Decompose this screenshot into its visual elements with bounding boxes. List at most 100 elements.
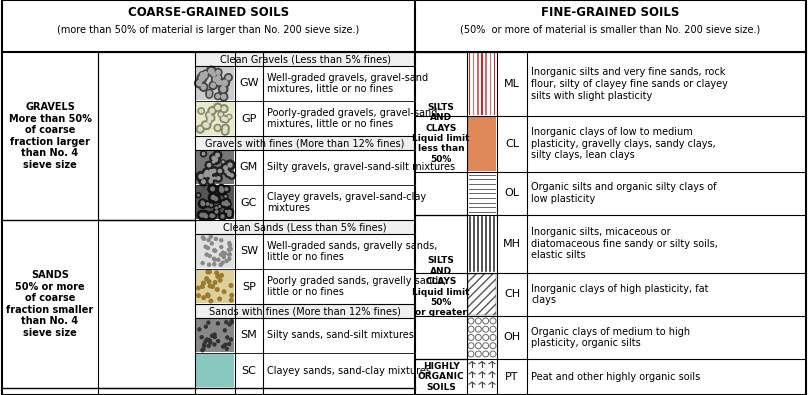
Circle shape <box>200 76 204 81</box>
Text: PT: PT <box>505 372 519 382</box>
Circle shape <box>216 153 219 157</box>
Circle shape <box>213 335 217 339</box>
Circle shape <box>230 293 234 297</box>
Circle shape <box>204 75 207 78</box>
Circle shape <box>225 336 229 339</box>
Circle shape <box>212 73 215 76</box>
Circle shape <box>216 105 220 109</box>
Circle shape <box>228 242 231 245</box>
Circle shape <box>225 188 228 190</box>
Circle shape <box>222 290 226 293</box>
Bar <box>196 235 234 268</box>
Circle shape <box>197 73 207 83</box>
Circle shape <box>213 77 217 81</box>
Circle shape <box>213 258 217 261</box>
Circle shape <box>229 338 233 341</box>
Text: Clayey gravels, gravel-sand-clay
mixtures: Clayey gravels, gravel-sand-clay mixture… <box>267 192 426 213</box>
Circle shape <box>204 277 208 280</box>
Text: Clayey sands, sand-clay mixtures: Clayey sands, sand-clay mixtures <box>267 365 431 376</box>
Circle shape <box>204 173 206 176</box>
Circle shape <box>222 198 230 206</box>
Circle shape <box>213 158 217 162</box>
Circle shape <box>214 124 221 132</box>
Circle shape <box>219 263 222 266</box>
Circle shape <box>230 321 234 324</box>
Circle shape <box>202 296 205 299</box>
Circle shape <box>208 211 217 220</box>
Circle shape <box>228 253 231 256</box>
Text: CL: CL <box>505 139 519 149</box>
Circle shape <box>213 257 216 260</box>
Circle shape <box>210 214 213 218</box>
Circle shape <box>202 171 210 179</box>
Circle shape <box>222 80 227 86</box>
Circle shape <box>221 261 225 264</box>
Circle shape <box>201 236 204 239</box>
Circle shape <box>225 160 235 170</box>
Bar <box>196 186 234 219</box>
Text: SW: SW <box>240 246 258 256</box>
Circle shape <box>222 117 229 123</box>
Circle shape <box>228 248 230 251</box>
Circle shape <box>209 154 218 162</box>
Circle shape <box>200 109 203 113</box>
Circle shape <box>224 343 227 346</box>
Circle shape <box>199 199 208 208</box>
Circle shape <box>208 184 217 194</box>
Bar <box>196 151 234 184</box>
Circle shape <box>228 248 231 251</box>
Circle shape <box>220 93 228 101</box>
Circle shape <box>213 215 215 217</box>
Circle shape <box>195 79 204 88</box>
Circle shape <box>220 239 223 242</box>
Circle shape <box>213 343 216 346</box>
Circle shape <box>221 94 226 99</box>
Circle shape <box>229 298 233 302</box>
Circle shape <box>209 81 217 89</box>
Circle shape <box>212 156 216 160</box>
Bar <box>195 220 415 234</box>
Circle shape <box>217 205 221 209</box>
Text: (50%  or more of material is smaller than No. 200 sieve size.): (50% or more of material is smaller than… <box>461 25 760 35</box>
Circle shape <box>216 288 219 292</box>
Bar <box>196 235 234 268</box>
Text: SILTS
AND
CLAYS
Liquid limit
less than
50%: SILTS AND CLAYS Liquid limit less than 5… <box>412 103 469 164</box>
Text: OL: OL <box>504 188 520 198</box>
Bar <box>196 270 234 303</box>
Text: FINE-GRAINED SOILS: FINE-GRAINED SOILS <box>541 6 680 19</box>
Circle shape <box>206 270 210 274</box>
Bar <box>468 274 496 315</box>
Circle shape <box>209 180 212 182</box>
Bar <box>486 53 487 115</box>
Circle shape <box>226 201 231 206</box>
Circle shape <box>200 336 203 339</box>
Circle shape <box>211 213 217 219</box>
Circle shape <box>228 171 236 179</box>
Circle shape <box>213 249 216 252</box>
Bar <box>468 216 496 272</box>
Bar <box>196 354 234 387</box>
Circle shape <box>221 163 230 172</box>
Bar <box>468 360 496 394</box>
Circle shape <box>228 258 231 260</box>
Text: Well-graded sands, gravelly sands,
little or no fines: Well-graded sands, gravelly sands, littl… <box>267 241 437 262</box>
Circle shape <box>213 161 215 163</box>
Circle shape <box>210 177 213 180</box>
Circle shape <box>213 281 217 284</box>
Circle shape <box>225 347 229 350</box>
Circle shape <box>216 94 220 98</box>
Circle shape <box>212 194 221 203</box>
Circle shape <box>196 286 200 290</box>
Circle shape <box>207 344 210 348</box>
Circle shape <box>214 93 221 100</box>
Circle shape <box>209 180 213 183</box>
Circle shape <box>207 321 210 324</box>
Circle shape <box>200 83 208 91</box>
Circle shape <box>205 253 208 256</box>
Circle shape <box>203 213 207 217</box>
Circle shape <box>199 177 208 186</box>
Circle shape <box>203 237 205 240</box>
Circle shape <box>225 202 228 206</box>
Circle shape <box>221 124 229 132</box>
Circle shape <box>220 78 229 88</box>
